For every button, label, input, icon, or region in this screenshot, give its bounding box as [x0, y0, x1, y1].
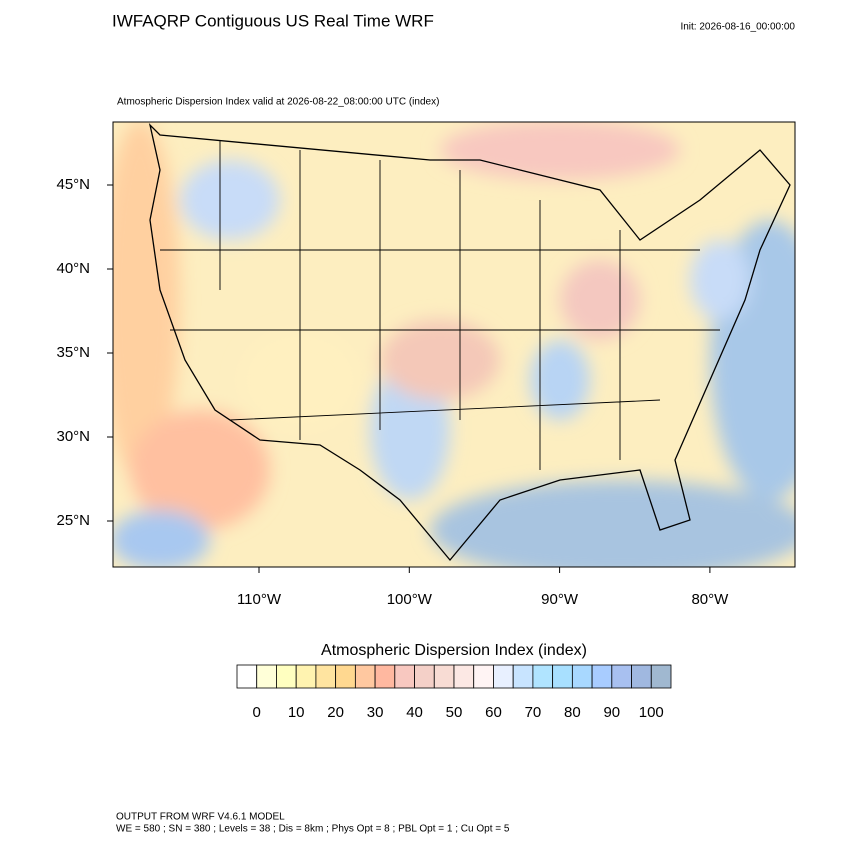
lat-label: 35°N	[56, 344, 90, 361]
colorbar-box	[453, 664, 475, 689]
subtitle: Atmospheric Dispersion Index valid at 20…	[117, 97, 439, 108]
init-time: Init: 2026-08-16_00:00:00	[680, 22, 795, 33]
footer-line: WE = 580 ; SN = 380 ; Levels = 38 ; Dis …	[116, 824, 510, 835]
colorbar-box	[295, 664, 317, 689]
lon-label: 80°W	[691, 591, 729, 608]
colorbar-box	[473, 664, 494, 689]
colorbar-box	[493, 664, 514, 689]
colorbar-label: 20	[327, 704, 344, 721]
lat-label: 30°N	[56, 428, 90, 445]
colorbar-box	[512, 664, 534, 689]
colorbar-label: 40	[406, 704, 423, 721]
colorbar-label: 100	[639, 704, 664, 721]
colorbar-box	[611, 664, 632, 689]
colorbar-box	[631, 664, 652, 689]
title: IWFAQRP Contiguous US Real Time WRF	[112, 11, 434, 30]
colorbar-box	[552, 664, 573, 689]
lat-label: 25°N	[56, 512, 90, 529]
footer-line: OUTPUT FROM WRF V4.6.1 MODEL	[116, 812, 285, 823]
lon-label: 110°W	[237, 591, 282, 608]
lat-label: 40°N	[56, 260, 90, 277]
colorbar-label: 30	[367, 704, 384, 721]
colorbar-box	[276, 664, 297, 689]
colorbar-box	[374, 664, 396, 689]
colorbar-label: 60	[485, 704, 502, 721]
colorbar-label: 80	[564, 704, 581, 721]
colorbar-box	[433, 664, 455, 689]
colorbar-label: 70	[525, 704, 542, 721]
index-shading	[113, 122, 795, 567]
colorbar-box	[256, 664, 277, 689]
colorbar-box	[571, 664, 593, 689]
coastline	[148, 122, 791, 562]
colorbar-box	[315, 664, 337, 689]
colorbar-box	[591, 664, 613, 689]
colorbar-label: 10	[288, 704, 305, 721]
colorbar-title: Atmospheric Dispersion Index (index)	[321, 642, 587, 659]
lon-label: 100°W	[387, 591, 433, 608]
colorbar-label: 90	[603, 704, 620, 721]
colorbar-box	[650, 664, 672, 689]
colorbar-box	[236, 664, 258, 689]
colorbar-box	[335, 664, 356, 689]
map-frame	[112, 121, 796, 568]
colorbar-box	[414, 664, 435, 689]
lon-label: 90°W	[541, 591, 579, 608]
colorbar-box	[532, 664, 554, 689]
colorbar-label: 50	[446, 704, 463, 721]
colorbar-label: 0	[253, 704, 261, 721]
lat-label: 45°N	[56, 176, 90, 193]
state-borders	[160, 140, 720, 470]
colorbar-box	[394, 664, 415, 689]
map-field	[113, 122, 795, 567]
colorbar-box	[354, 664, 376, 689]
